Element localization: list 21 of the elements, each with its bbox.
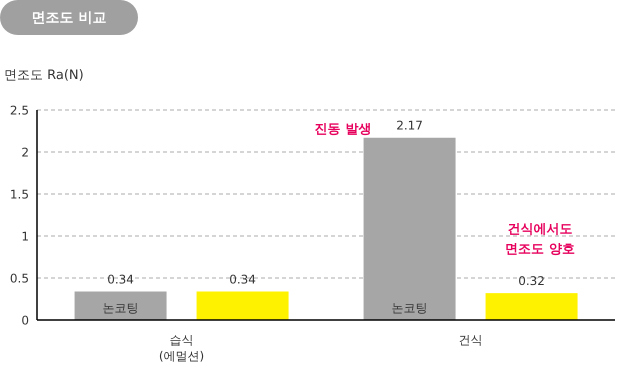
annotation: 건식에서도 면조도 양호 [504, 221, 576, 259]
y-tick-label: 0 [21, 313, 29, 328]
y-tick-label: 0.5 [10, 271, 29, 286]
y-tick-label: 1.5 [10, 187, 29, 202]
chart-title: 면조도 비교 [0, 0, 138, 35]
series-label: 논코팅 [102, 301, 139, 315]
y-tick-label: 2.5 [10, 103, 29, 118]
bar [486, 293, 578, 320]
data-label: 0.32 [518, 274, 545, 288]
data-label: 0.34 [229, 272, 256, 286]
y-tick-label: 1 [21, 229, 29, 244]
annotation: 진동 발생 [314, 122, 372, 137]
data-label: 0.34 [107, 272, 134, 286]
x-tick-label: 건식 [458, 333, 482, 347]
y-axis-title: 면조도 Ra(N) [4, 67, 84, 84]
bar [196, 291, 289, 320]
data-label: 2.17 [396, 118, 423, 133]
text: 논코팅 [392, 301, 428, 315]
x-tick-label: 습식 (에멀션) [158, 333, 204, 363]
y-tick-label: 2 [21, 145, 29, 160]
bar [74, 291, 167, 320]
